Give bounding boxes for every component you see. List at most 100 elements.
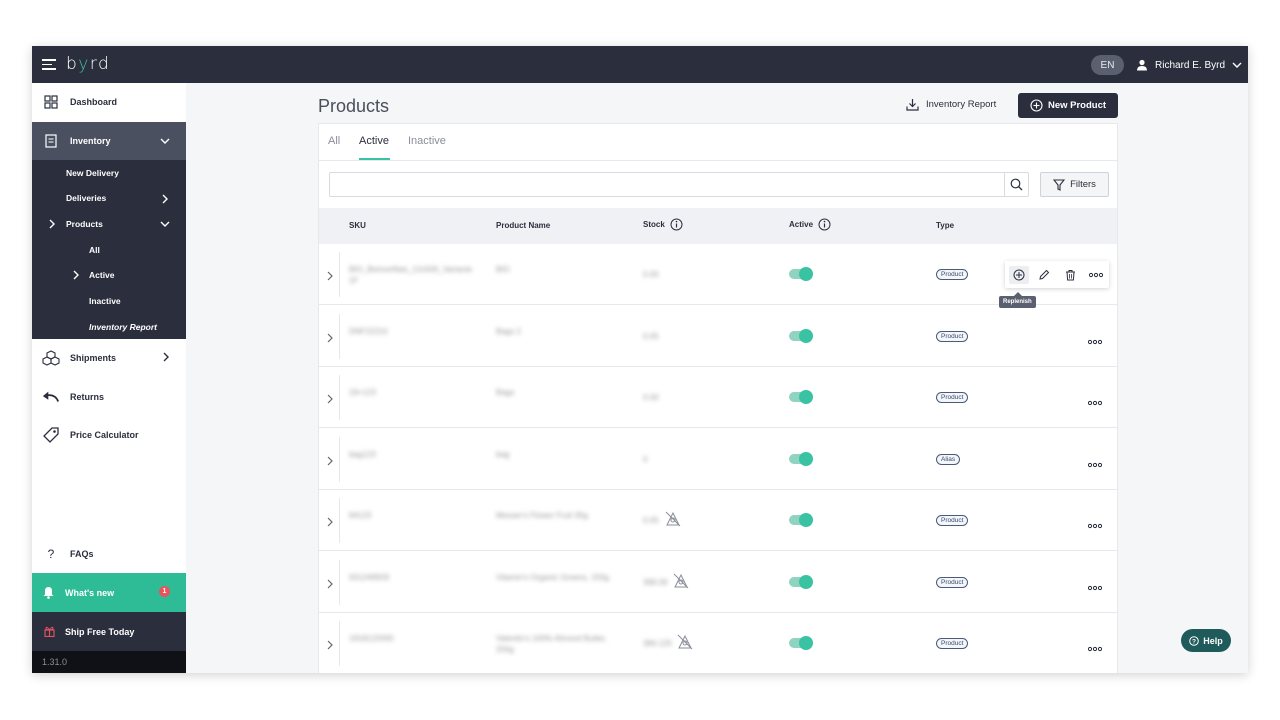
column-type[interactable]: Type — [936, 221, 954, 230]
row-divider — [339, 559, 340, 605]
type-badge: Alias — [936, 453, 961, 465]
whats-new-button[interactable]: What's new 1 — [32, 573, 186, 612]
toggle-knob — [799, 636, 813, 650]
row-divider — [339, 498, 340, 543]
ellipsis-icon — [1087, 462, 1103, 467]
table-row[interactable]: DNF22210 Bags 2 0.05 Product — [319, 306, 1117, 367]
sidebar-item-deliveries[interactable]: Deliveries — [66, 193, 107, 203]
language-switch[interactable]: EN — [1091, 55, 1124, 75]
column-product-name[interactable]: Product Name — [496, 221, 550, 230]
more-options-button[interactable] — [1087, 639, 1104, 652]
more-options-button[interactable] — [1087, 266, 1105, 284]
delete-button[interactable] — [1061, 266, 1079, 284]
product-name-cell: Bags 2 — [496, 326, 521, 336]
more-options-button[interactable] — [1087, 516, 1104, 529]
row-divider — [339, 436, 340, 482]
column-stock[interactable]: Stock — [643, 218, 683, 231]
active-toggle[interactable] — [789, 328, 813, 343]
filters-label: Filters — [1070, 179, 1096, 190]
search-box — [329, 172, 1029, 197]
sku-cell: 1918122000 — [349, 634, 394, 643]
new-product-button[interactable]: New Product — [1018, 93, 1118, 118]
chevron-right-icon[interactable] — [327, 330, 335, 342]
sku-cell: 19+123 — [349, 388, 376, 397]
more-options-button[interactable] — [1087, 393, 1104, 406]
tab-all[interactable]: All — [328, 135, 341, 147]
active-toggle[interactable] — [789, 574, 813, 589]
replenish-button[interactable] — [1009, 266, 1029, 284]
chevron-right-icon[interactable] — [327, 637, 335, 650]
row-actions-menu — [1005, 261, 1109, 288]
ship-free-today-button[interactable]: Ship Free Today — [32, 612, 186, 651]
chevron-right-icon[interactable] — [327, 576, 335, 588]
sidebar-item-label: FAQs — [70, 549, 94, 559]
table-row[interactable]: 001249929 Vitamin's Organic Greens, 150g 3… — [319, 552, 1117, 613]
active-toggle[interactable] — [789, 390, 813, 404]
sidebar-item-new-delivery[interactable]: New Delivery — [66, 168, 119, 178]
active-toggle[interactable] — [789, 513, 813, 527]
sidebar: Dashboard Inventory New Delivery Deliver… — [32, 83, 186, 673]
sidebar-item-price-calculator[interactable]: Price Calculator — [32, 416, 186, 454]
sidebar-item-products[interactable]: Products — [66, 219, 103, 229]
info-icon[interactable] — [670, 218, 683, 231]
tab-active[interactable]: Active — [359, 135, 389, 147]
sidebar-item-inventory-report[interactable]: Inventory Report — [89, 322, 158, 332]
column-sku[interactable]: SKU — [349, 221, 366, 230]
search-button[interactable] — [1004, 173, 1028, 196]
table-row[interactable]: 1918122000 Valentin's 100% Almond Butter,… — [319, 613, 1117, 673]
more-options-button[interactable] — [1087, 578, 1104, 590]
sidebar-item-inventory[interactable]: Inventory — [32, 122, 186, 160]
more-options-button[interactable] — [1087, 455, 1104, 467]
products-card: All Active Inactive Filters SKU Product … — [318, 123, 1118, 673]
sidebar-item-inactive[interactable]: Inactive — [89, 296, 121, 306]
toggle-knob — [799, 574, 813, 589]
info-icon[interactable] — [818, 218, 831, 231]
column-active[interactable]: Active — [789, 218, 831, 231]
sidebar-item-faqs[interactable]: ? FAQs — [32, 535, 186, 573]
boxes-icon — [42, 349, 60, 367]
sku-cell: 001249929 — [349, 572, 390, 582]
sidebar-item-all[interactable]: All — [89, 245, 100, 255]
help-button[interactable]: ? Help — [1181, 629, 1231, 652]
product-name-cell: BIO — [496, 265, 510, 274]
table-row[interactable]: bag123 bag 0 Alias — [319, 429, 1117, 490]
sidebar-item-label: Inventory — [70, 136, 111, 146]
search-input[interactable] — [330, 173, 1000, 194]
logo[interactable]: byrd — [66, 54, 111, 74]
chevron-right-icon[interactable] — [327, 514, 335, 527]
no-image-icon — [673, 573, 689, 594]
active-toggle[interactable] — [789, 451, 813, 466]
inventory-report-label: Inventory Report — [926, 99, 997, 110]
stock-cell: 0 — [643, 454, 648, 464]
sidebar-item-active[interactable]: Active — [89, 270, 115, 280]
active-toggle[interactable] — [789, 267, 813, 281]
stock-cell: 0.00 — [643, 270, 659, 279]
filters-button[interactable]: Filters — [1040, 172, 1109, 197]
inventory-report-button[interactable]: Inventory Report — [906, 98, 996, 111]
menu-icon[interactable] — [42, 59, 56, 70]
user-icon — [1137, 59, 1147, 71]
sidebar-item-label: Shipments — [70, 353, 117, 363]
edit-button[interactable] — [1035, 266, 1053, 284]
chevron-right-icon[interactable] — [327, 268, 335, 281]
table-row[interactable]: 19+123 Bags 0.00 Product — [319, 367, 1117, 428]
sidebar-item-returns[interactable]: Returns — [32, 378, 186, 416]
sidebar-item-shipments[interactable]: Shipments — [32, 339, 186, 377]
stock-cell: 0.05 — [643, 516, 659, 525]
replenish-tooltip: Replenish — [999, 292, 1036, 308]
sidebar-item-dashboard[interactable]: Dashboard — [32, 83, 186, 121]
chevron-right-icon[interactable] — [327, 391, 335, 404]
active-toggle[interactable] — [789, 636, 813, 650]
tab-inactive[interactable]: Inactive — [408, 135, 446, 147]
clipboard-icon — [42, 132, 60, 150]
chevron-right-icon[interactable] — [327, 453, 335, 465]
ellipsis-icon — [1087, 585, 1103, 590]
table-row[interactable]: 84123 Messer's Flower Fruit 30g 0.05 Produc… — [319, 490, 1117, 551]
sidebar-item-label: Dashboard — [70, 97, 118, 107]
type-badge: Product — [936, 330, 969, 342]
sidebar-item-label: Returns — [70, 392, 105, 402]
user-menu[interactable]: Richard E. Byrd — [1136, 55, 1242, 75]
table-row[interactable]: BIO_Bertverflats_12x500_Variante 1F BIO 0.… — [319, 244, 1117, 308]
more-options-button[interactable] — [1087, 332, 1104, 344]
question-mark-icon: ? — [47, 547, 55, 561]
